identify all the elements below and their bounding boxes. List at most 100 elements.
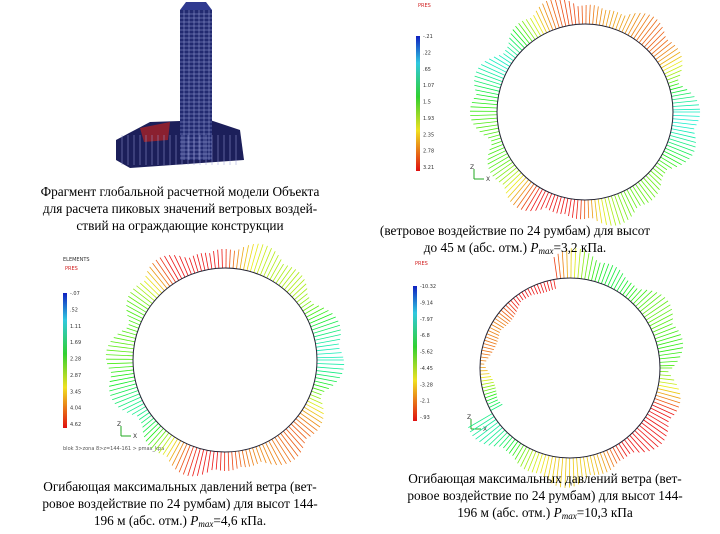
spike: [480, 376, 492, 379]
spike: [249, 243, 259, 272]
spike: [132, 288, 153, 304]
spike: [629, 187, 641, 206]
spike: [666, 144, 693, 156]
axis-label: Z: [117, 421, 121, 428]
spike: [557, 253, 561, 279]
spike: [672, 118, 699, 122]
spike: [308, 397, 323, 405]
spike: [313, 329, 341, 338]
spike: [481, 353, 491, 356]
spike: [126, 403, 145, 413]
caption-text: P: [190, 513, 199, 528]
spike: [503, 436, 513, 449]
spike: [659, 51, 681, 66]
spike: [478, 67, 504, 79]
spike: [122, 399, 143, 411]
spike: [498, 167, 518, 183]
spike: [663, 150, 687, 163]
spike: [589, 455, 596, 476]
spike: [612, 446, 621, 461]
axis-label: X: [483, 426, 487, 433]
spike: [274, 437, 292, 463]
spike: [147, 271, 165, 292]
spike: [641, 22, 661, 46]
legend-header: PRES: [418, 3, 431, 9]
spike: [641, 422, 665, 441]
spike: [305, 403, 324, 415]
spike: [614, 194, 625, 223]
spike: [521, 20, 536, 40]
spike: [553, 257, 558, 279]
spike: [573, 248, 577, 279]
pressure-plot: PRES -.21 .22 .65 1.07 1.5 1.93 2.35 2.78 3.21 Z X: [416, 0, 701, 226]
spike: [672, 100, 698, 104]
spike: [483, 343, 496, 348]
spike: [486, 333, 499, 339]
spike: [653, 326, 676, 336]
spike: [470, 114, 498, 117]
spike: [554, 0, 563, 28]
spike: [595, 6, 599, 25]
spike: [672, 108, 700, 111]
spike: [126, 304, 145, 316]
spike: [259, 248, 272, 276]
spike: [507, 302, 517, 312]
spike: [560, 457, 564, 488]
spike: [672, 96, 695, 101]
caption: Огибающая максимальных давлений ветра (в…: [345, 470, 720, 525]
legend-header: PRES: [415, 261, 428, 267]
spike: [493, 56, 510, 67]
legend-label: -.07: [70, 291, 80, 297]
spike: [142, 420, 157, 433]
spike: [154, 432, 170, 452]
spike: [660, 156, 678, 168]
spike: [285, 428, 304, 449]
legend-label: 1.11: [70, 324, 81, 330]
spike: [136, 285, 155, 302]
spike: [635, 183, 649, 203]
caption: (ветровое воздействие по 24 румбам) для …: [315, 222, 715, 260]
spike: [484, 393, 497, 399]
spike: [645, 175, 660, 190]
spike: [597, 262, 605, 283]
spike: [284, 271, 300, 290]
spike: [659, 377, 675, 381]
spike: [655, 44, 676, 60]
spike: [515, 295, 521, 303]
spike: [234, 451, 238, 469]
spike: [482, 387, 496, 392]
spike: [215, 451, 219, 470]
spike: [256, 245, 268, 274]
outline: [132, 267, 318, 453]
caption-text: Огибающая максимальных давлений ветра (в…: [408, 471, 682, 486]
spike: [651, 39, 669, 55]
spike: [601, 198, 607, 225]
spike: [313, 384, 329, 389]
spike: [110, 341, 135, 346]
spike: [131, 406, 146, 415]
spike: [560, 197, 565, 215]
spike: [229, 249, 231, 269]
spike: [291, 283, 307, 298]
spike: [608, 10, 615, 28]
spike: [479, 127, 499, 133]
spike: [118, 396, 141, 408]
spike: [587, 256, 594, 280]
spike: [627, 288, 638, 300]
spike: [502, 169, 520, 185]
spike: [300, 300, 312, 309]
spike: [479, 424, 501, 443]
spike: [666, 74, 681, 81]
spike: [505, 174, 524, 194]
spike: [236, 249, 240, 269]
spike: [110, 373, 135, 378]
legend-bar: [416, 36, 420, 171]
spike: [588, 4, 591, 25]
legend-label: -.21: [423, 34, 433, 40]
spike: [527, 288, 532, 296]
spike: [637, 181, 653, 201]
spike: [504, 172, 522, 189]
spike: [646, 31, 665, 50]
spike: [549, 280, 553, 290]
spike: [624, 13, 636, 34]
